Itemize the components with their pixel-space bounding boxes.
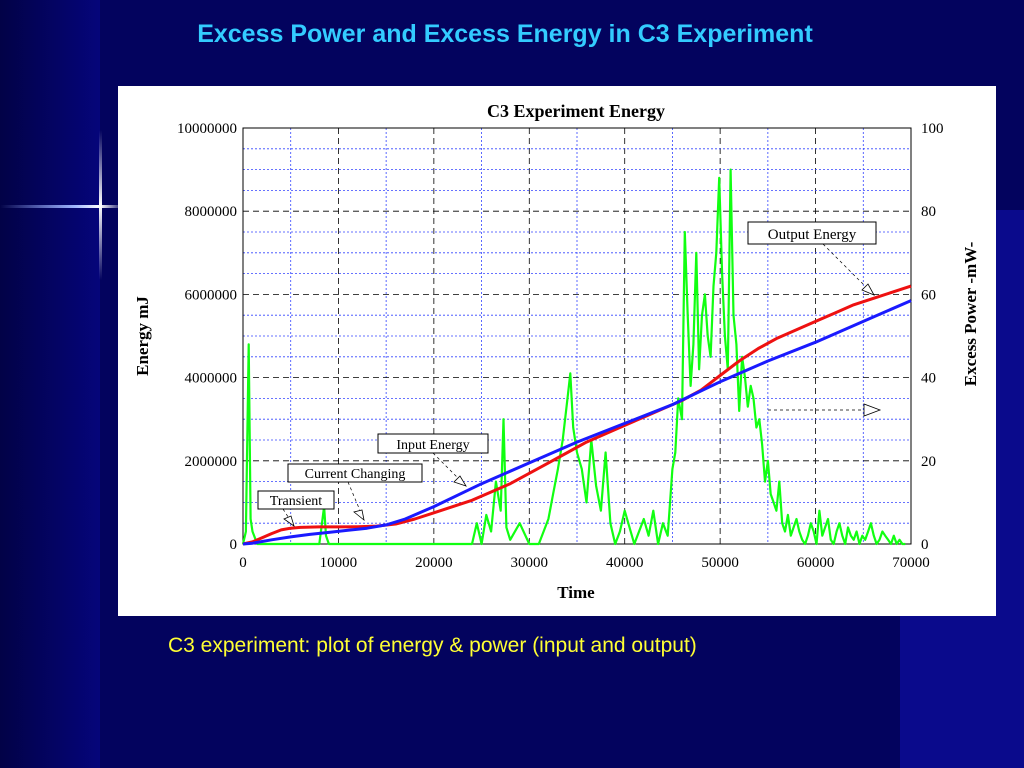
y-tick-label: 2000000 xyxy=(185,454,238,470)
transient-arrowhead xyxy=(283,515,295,527)
x-tick-label: 60000 xyxy=(797,555,835,571)
series-input-energy xyxy=(242,299,912,546)
chart-panel: 0 10000 20000 30000 40000 50000 60000 70000 0 200… xyxy=(118,86,996,616)
output-energy-label: Output Energy xyxy=(768,227,857,243)
tick-labels: 0 10000 20000 30000 40000 50000 60000 700000200… xyxy=(177,121,944,571)
y-axis-label: Energy mJ xyxy=(133,296,152,376)
series-excess-power xyxy=(241,168,906,546)
input-energy-label: Input Energy xyxy=(396,438,469,453)
current-changing-pointer xyxy=(347,481,365,521)
chart-title: C3 Experiment Energy xyxy=(487,101,665,121)
input-energy-label-box xyxy=(377,433,489,454)
y2-tick-label: 40 xyxy=(921,371,936,387)
y2-tick-label: 20 xyxy=(921,454,936,470)
x-tick-label: 0 xyxy=(239,555,247,571)
x-tick-label: 30000 xyxy=(511,555,549,571)
x-tick-label: 70000 xyxy=(892,555,930,571)
series-output-energy xyxy=(242,284,912,546)
y-tick-label: 8000000 xyxy=(185,204,238,220)
y2-tick-label: 0 xyxy=(921,537,929,553)
series-layer xyxy=(241,168,912,546)
x-axis-label: Time xyxy=(557,583,595,602)
y2-tick-label: 60 xyxy=(921,287,936,303)
sparkle-vertical xyxy=(99,130,102,280)
slide-caption: C3 experiment: plot of energy & power (i… xyxy=(168,634,697,657)
output-energy-arrowhead xyxy=(861,283,875,296)
slide-title: Excess Power and Excess Energy in C3 Exp… xyxy=(197,20,813,48)
y2-axis-label: Excess Power -mW- xyxy=(961,241,980,386)
x-tick-label: 50000 xyxy=(701,555,739,571)
current-changing-label: Current Changing xyxy=(305,467,406,482)
left-background-band xyxy=(0,0,100,768)
sparkle-horizontal xyxy=(0,205,125,208)
current-changing-label-box xyxy=(287,463,423,483)
x-tick-label: 10000 xyxy=(320,555,358,571)
y-tick-label: 0 xyxy=(230,537,238,553)
transient-label: Transient xyxy=(270,494,322,509)
y2-tick-label: 100 xyxy=(921,121,944,137)
plot-frame xyxy=(242,127,912,545)
transient-label-box xyxy=(257,490,335,510)
y2-tick-label: 80 xyxy=(921,204,936,220)
right-axis-arrowhead xyxy=(863,403,882,417)
y-tick-label: 6000000 xyxy=(185,287,238,303)
energy-power-chart: 0 10000 20000 30000 40000 50000 60000 700000200… xyxy=(133,101,980,602)
current-changing-arrowhead xyxy=(353,509,365,521)
y-tick-label: 4000000 xyxy=(185,371,238,387)
output-energy-label-box xyxy=(747,221,877,245)
annotations: Output Energy Input Energy Current Chang… xyxy=(257,221,882,527)
x-tick-label: 20000 xyxy=(415,555,453,571)
input-energy-arrowhead xyxy=(453,475,467,487)
x-tick-label: 40000 xyxy=(606,555,644,571)
y-tick-label: 10000000 xyxy=(177,121,237,137)
